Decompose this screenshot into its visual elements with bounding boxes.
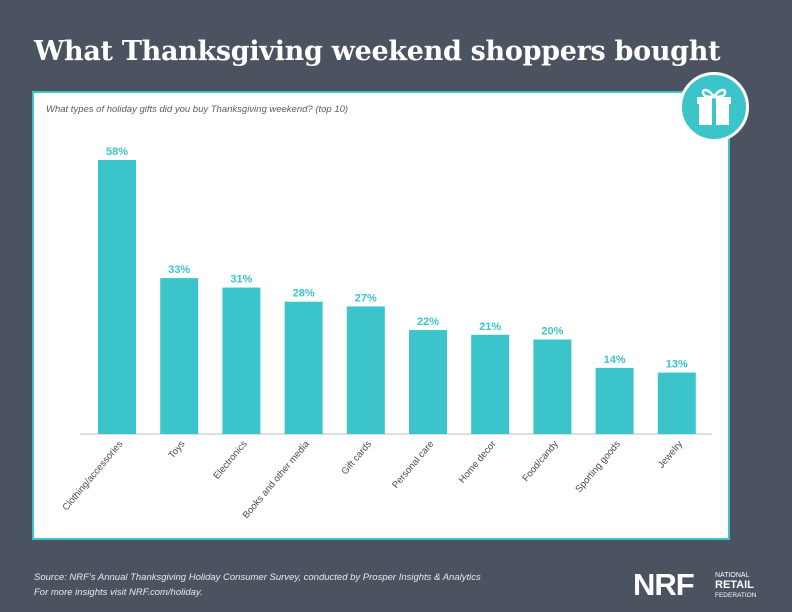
category-label-2: Electronics [211,439,249,482]
category-label-8: Sporting goods [573,439,623,495]
footer: Source: NRF’s Annual Thanksgiving Holida… [34,570,481,600]
bar-value-label-1: 33% [168,264,190,276]
gift-icon [697,88,731,125]
bar-1 [160,278,199,434]
nrf-logo: NRF NATIONAL RETAIL FEDERATION [633,567,757,602]
bar-value-label-5: 22% [417,316,439,328]
bar-3 [284,301,323,434]
category-label-1: Toys [167,439,188,461]
category-label-3: Books and other media [241,438,313,520]
nrf-logo-line2: RETAIL [715,579,754,591]
category-label-7: Food/candy [520,439,560,484]
bar-value-label-9: 13% [666,359,688,371]
bar-0 [98,160,136,434]
gift-badge [679,72,749,142]
nrf-logo-mark: NRF [633,567,694,602]
category-label-5: Personal care [390,439,436,491]
category-label-0: Clothing/accessories [61,439,126,513]
bar-value-label-0: 58% [106,146,128,158]
bar-value-label-2: 31% [230,274,252,286]
bar-4 [346,306,385,434]
nrf-logo-line1: NATIONAL [715,572,750,579]
page-title: What Thanksgiving weekend shoppers bough… [34,36,721,67]
category-label-6: Home decor [457,439,499,486]
bar-8 [595,367,634,434]
bar-value-label-3: 28% [293,288,315,300]
bar-2 [222,287,261,434]
bar-value-label-8: 14% [604,354,626,366]
bar-value-label-4: 27% [355,292,377,304]
chart-subtitle: What types of holiday gifts did you buy … [46,104,348,115]
nrf-logo-line3: FEDERATION [715,592,757,599]
bar-7 [533,339,572,434]
bar-value-label-7: 20% [541,326,563,338]
bar-6 [471,334,510,434]
more-insights-note: For more insights visit NRF.com/holiday. [34,587,203,598]
bar-5 [409,330,447,434]
source-note: Source: NRF’s Annual Thanksgiving Holida… [34,572,481,583]
bar-value-label-6: 21% [479,321,501,333]
category-label-4: Gift cards [340,439,375,477]
bar-9 [657,372,696,434]
category-label-9: Jewelry [656,439,685,471]
